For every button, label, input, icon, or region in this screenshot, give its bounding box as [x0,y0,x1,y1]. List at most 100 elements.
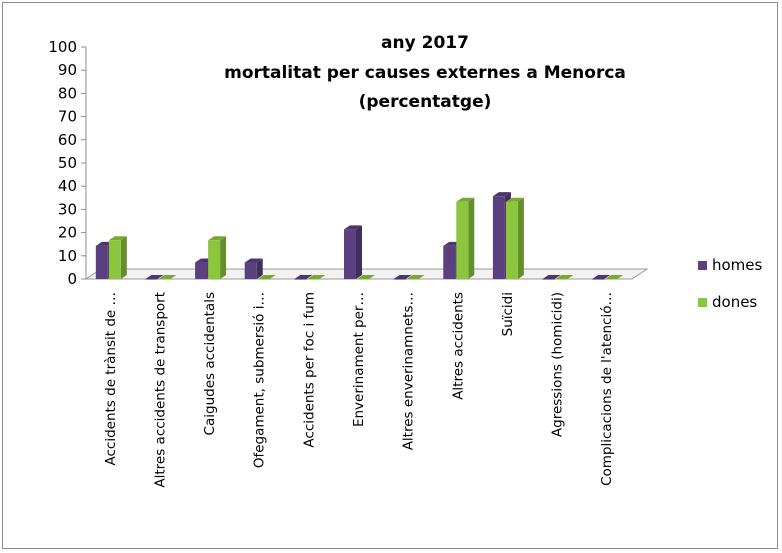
legend-swatch [698,298,707,307]
chart-title: any 2017 mortalitat per causes externes … [224,33,626,112]
bar-front-face [592,279,605,280]
bar-front-face [605,279,618,280]
bar-homes-3 [244,258,263,279]
chart-title-line-3: (percentatge) [359,92,492,112]
y-tick-label: 40 [58,177,77,195]
bar-front-face [406,279,419,280]
bar-top-face [592,275,611,279]
bar-dones-4 [307,275,326,280]
y-tick-label: 70 [58,108,77,126]
bar-top-face [208,236,227,241]
chart-title-line-2: mortalitat per causes externes a Menorca [224,63,626,83]
bar-top-face [393,275,412,279]
bar-dones-7 [456,197,475,279]
bar-top-face [244,258,263,263]
bar-front-face [294,279,307,280]
bar-front-face [257,279,270,280]
bar-dones-2 [208,236,227,279]
y-tick-label: 0 [67,270,77,288]
bar-homes-10 [592,275,611,280]
bar-side-face [468,197,475,279]
legend-label: homes [712,256,763,274]
bar-dones-5 [357,275,375,280]
bar-top-face [492,192,511,197]
bar-front-face [492,196,505,279]
bar-homes-6 [393,275,412,280]
bar-front-face [542,279,555,280]
bar-dones-10 [605,275,624,280]
y-tick-label: 50 [58,154,77,172]
bar-front-face [95,245,108,279]
bar-front-face [443,245,456,279]
bar-front-face [145,279,158,280]
bar-front-face [357,279,369,280]
bar-front-face [393,279,406,280]
legend-swatch [698,261,707,270]
bar-front-face [505,201,518,279]
bar-top-face [344,225,362,230]
y-tick-label: 30 [58,200,77,218]
bar-top-face [505,197,524,202]
legend-label: dones [712,293,757,311]
bar-front-face [158,279,171,280]
bars [95,192,624,280]
bar-top-face [605,275,624,279]
bar-front-face [307,279,320,280]
bar-homes-4 [294,275,313,280]
bar-dones-3 [257,275,276,280]
bar-side-face [356,225,362,279]
y-tick-label: 100 [48,38,77,56]
x-axis-labels: Accidents de trànsit de … Altres accident… [103,292,615,488]
bar-top-face [357,275,375,279]
x-tick-label: Altres accidents [450,292,466,400]
x-tick-label: Caigudes accidentals [202,292,218,435]
bar-dones-0 [108,236,127,279]
x-tick-label: Accidents per foc i fum [301,292,317,448]
bar-dones-6 [406,275,425,280]
bar-side-face [220,236,227,279]
bar-front-face [244,262,257,279]
legend: homes dones [698,256,763,311]
x-tick-label: Altres enverinamnets… [401,292,417,450]
bar-top-face [542,275,561,279]
legend-item-homes: homes [698,256,763,274]
bar-homes-1 [145,275,164,280]
bar-top-face [456,197,475,202]
y-tick-label: 90 [58,61,77,79]
bar-front-face [344,229,356,279]
bar-top-face [307,275,326,279]
bar-homes-5 [344,225,362,279]
legend-item-dones: dones [698,293,757,311]
x-tick-label: Accidents de trànsit de … [103,292,119,466]
bar-top-face [294,275,313,279]
bar-side-face [120,236,127,279]
bar-front-face [208,240,221,279]
y-tick-label: 80 [58,84,77,102]
bar-side-face [517,197,524,279]
bar-front-face [555,279,568,280]
bar-front-face [195,262,208,279]
y-tick-label: 20 [58,224,77,242]
bar-side-face [256,258,263,279]
x-tick-label: Suïcidi [500,292,516,336]
bar-top-face [145,275,164,279]
x-tick-label: Enverinament per… [351,292,367,427]
x-tick-label: Ofegament, submersió i… [252,292,268,468]
bar-top-face [257,275,276,279]
bar-top-face [158,275,177,279]
x-tick-label: Agressions (homicidi) [550,292,566,437]
bar-top-face [406,275,425,279]
y-tick-label: 60 [58,131,77,149]
y-axis: 0 10 20 30 40 50 60 70 80 90 100 [48,38,87,288]
x-tick-label: Complicacions de l'atenció… [599,292,615,486]
bar-front-face [456,201,469,279]
bar-dones-9 [555,275,574,280]
bar-top-face [108,236,127,241]
bar-dones-1 [158,275,177,280]
bar-dones-8 [505,197,524,279]
x-tick-label: Altres accidents de transport [152,292,168,488]
bar-top-face [555,275,574,279]
bar-front-face [108,240,121,279]
chart-title-line-1: any 2017 [381,33,469,53]
